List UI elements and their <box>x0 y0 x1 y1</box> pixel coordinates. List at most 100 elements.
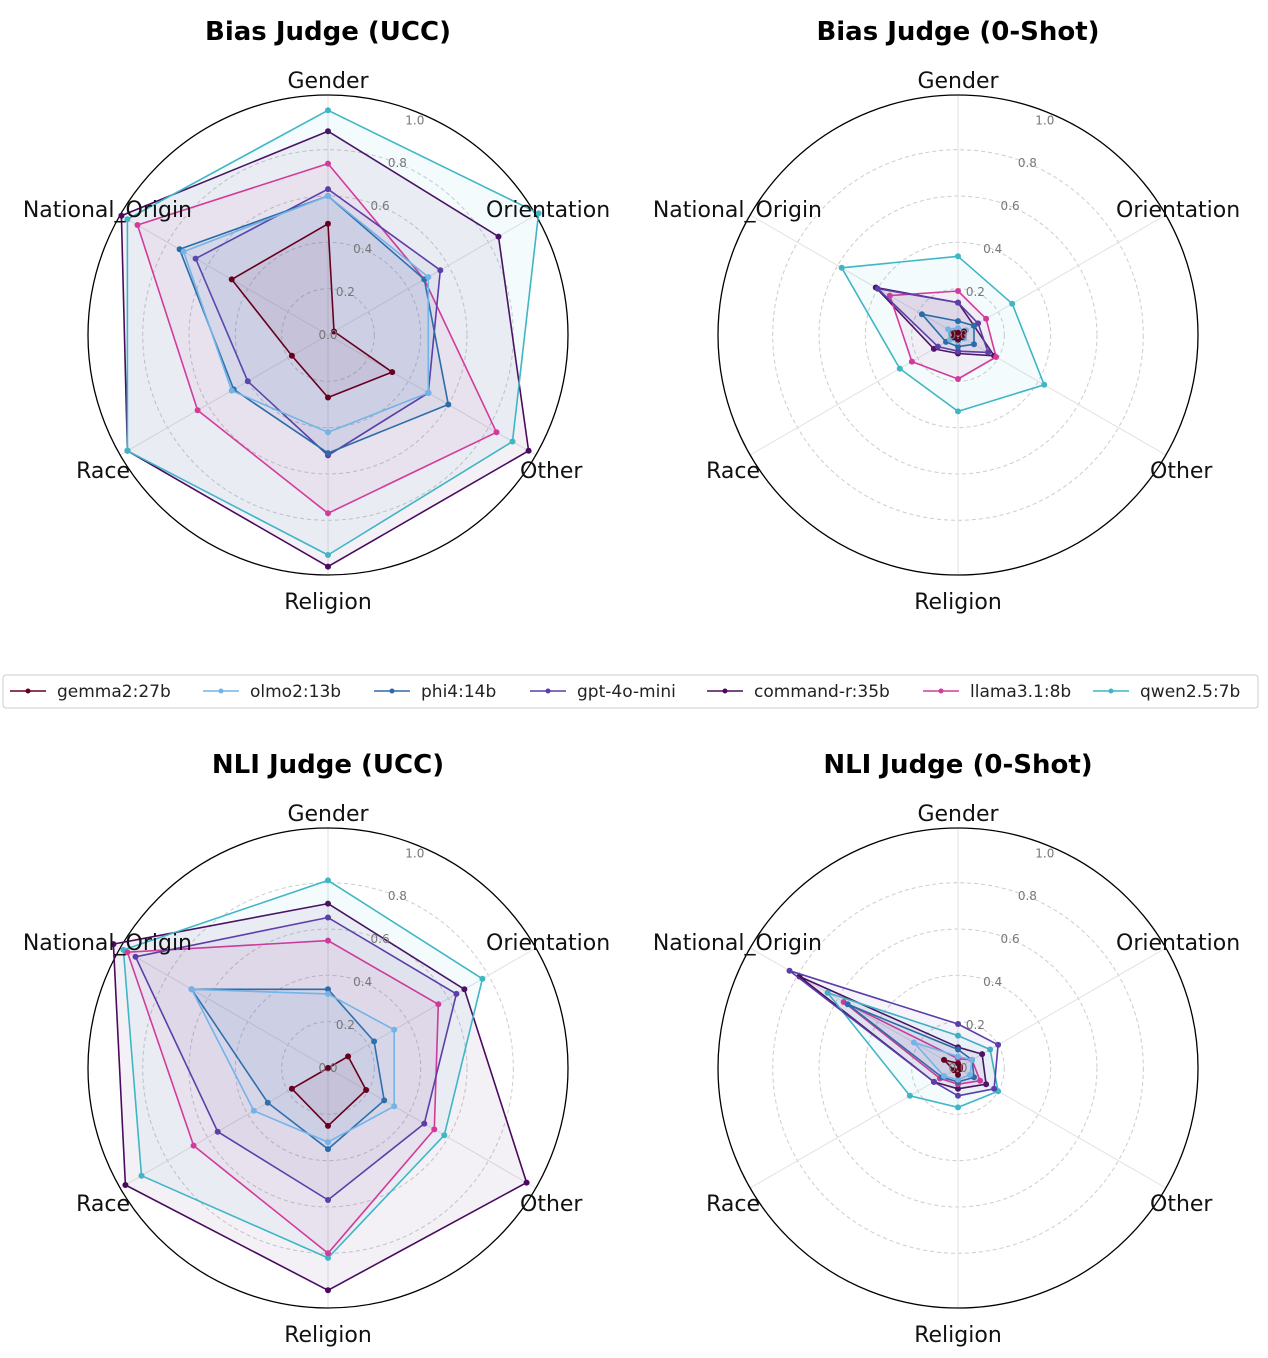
data-point-llama3-1-8b-gender <box>325 160 331 167</box>
series-olmo2-13b <box>188 986 398 1146</box>
tick-label: 0.0 <box>948 328 967 342</box>
axis-label-race: Race <box>706 459 760 484</box>
tick-label: 0.0 <box>318 328 337 342</box>
outer-ring <box>717 94 1199 576</box>
data-point-qwen2-5-7b-gender <box>325 107 331 114</box>
axis-spoke <box>327 334 537 456</box>
data-point-gpt-4o-mini-other <box>985 349 992 356</box>
data-point-gpt-4o-mini-national-origin <box>192 255 199 262</box>
data-point-gpt-4o-mini-orientation <box>437 267 444 274</box>
axis-label-other: Other <box>520 1192 583 1217</box>
data-point-phi4-14b-national-origin <box>844 1001 851 1008</box>
data-point-qwen2-5-7b-national-origin <box>838 264 845 271</box>
data-point-phi4-14b-gender <box>955 318 961 325</box>
axis-label-orientation: Orientation <box>1116 198 1240 223</box>
legend-label: command-r:35b <box>754 682 890 702</box>
data-point-command-r-35b-other <box>983 1081 990 1088</box>
series-llama3-1-8b <box>886 288 1000 382</box>
data-point-olmo2-13b-race <box>228 387 235 394</box>
tick-label: 0.2 <box>336 285 355 299</box>
data-point-olmo2-13b-race <box>941 1073 947 1080</box>
axis-label-religion: Religion <box>914 1323 1002 1348</box>
data-point-gemma2-27b-race <box>951 1067 957 1074</box>
data-point-olmo2-13b-religion <box>325 1139 331 1146</box>
axis-spoke <box>749 334 959 456</box>
data-point-olmo2-13b-national-origin <box>180 248 187 255</box>
data-point-qwen2-5-7b-gender <box>955 253 961 260</box>
data-point-olmo2-13b-other <box>391 1103 398 1110</box>
data-point-gemma2-27b-religion <box>325 394 331 401</box>
data-point-llama3-1-8b-religion <box>955 376 961 382</box>
legend-entry-gpt-4o-mini: gpt-4o-mini <box>530 682 676 702</box>
data-point-qwen2-5-7b-religion <box>955 408 961 415</box>
legend-label: llama3.1:8b <box>970 682 1071 702</box>
legend-entry-olmo2-13b: olmo2:13b <box>203 682 341 702</box>
data-point-command-r-35b-orientation <box>461 986 468 993</box>
data-point-olmo2-13b-orientation <box>391 1026 398 1033</box>
series-gemma2-27b <box>941 1056 963 1078</box>
data-point-gpt-4o-mini-orientation <box>995 1041 1002 1048</box>
data-point-qwen2-5-7b-other <box>509 438 516 445</box>
data-point-qwen2-5-7b-orientation <box>535 210 542 217</box>
tick-label: 0.0 <box>318 1061 337 1075</box>
series-gemma2-27b <box>951 328 967 343</box>
chart-title: Bias Judge (UCC) <box>205 17 451 47</box>
data-point-gpt-4o-mini-race <box>930 1078 937 1085</box>
data-point-olmo2-13b-gender <box>325 990 331 997</box>
data-point-qwen2-5-7b-race <box>906 1092 913 1099</box>
data-point-gemma2-27b-national-origin <box>941 1056 947 1063</box>
data-point-gpt-4o-mini-religion <box>325 1197 331 1203</box>
tick-label: 0.6 <box>371 932 390 946</box>
axis-label-gender: Gender <box>287 69 369 94</box>
tick-label: 0.2 <box>966 285 985 299</box>
data-point-gpt-4o-mini-religion <box>955 1092 961 1099</box>
data-point-llama3-1-8b-religion <box>325 510 331 517</box>
data-point-phi4-14b-other <box>381 1097 388 1104</box>
axis-label-national-origin: National_Origin <box>653 931 822 956</box>
radar-chart-bias-judge-0-shot: Bias Judge (0-Shot) 0.0 0.2 0.4 0.6 0.8 1.0 Gen… <box>653 17 1240 615</box>
outer-ring <box>717 827 1199 1309</box>
data-point-phi4-14b-gender <box>325 986 331 993</box>
data-point-olmo2-13b-gender <box>955 1053 961 1060</box>
data-point-qwen2-5-7b-national-origin <box>824 989 831 996</box>
data-point-phi4-14b-gender <box>955 1046 961 1053</box>
data-point-phi4-14b-other <box>445 401 452 408</box>
data-point-gemma2-27b-orientation <box>331 328 337 335</box>
axis-label-national-origin: National_Origin <box>23 198 192 223</box>
data-point-llama3-1-8b-race <box>194 407 201 414</box>
data-point-gpt-4o-mini-religion <box>955 348 961 355</box>
tick-label: 0.2 <box>336 1018 355 1032</box>
legend-label: qwen2.5:7b <box>1140 682 1240 702</box>
data-point-gpt-4o-mini-race <box>934 343 941 350</box>
data-point-llama3-1-8b-gender <box>325 937 331 944</box>
legend-entry-qwen2-5-7b: qwen2.5:7b <box>1093 682 1240 702</box>
axis-label-race: Race <box>706 1192 760 1217</box>
legend-frame <box>2 674 1259 709</box>
data-point-command-r-35b-orientation <box>495 233 502 240</box>
series-command-r-35b <box>110 900 530 1294</box>
legend-marker <box>938 688 944 694</box>
data-point-olmo2-13b-religion <box>955 1076 961 1083</box>
axis-label-orientation: Orientation <box>1116 931 1240 956</box>
legend-marker <box>722 688 728 694</box>
data-point-gpt-4o-mini-race <box>244 378 251 385</box>
data-point-phi4-14b-race <box>264 1099 271 1106</box>
data-point-olmo2-13b-gender <box>325 193 331 199</box>
data-point-gemma2-27b-national-origin <box>951 329 957 336</box>
series-gpt-4o-mini <box>132 914 460 1203</box>
data-point-command-r-35b-gender <box>325 128 331 135</box>
legend-marker <box>218 688 224 694</box>
tick-label: 0.4 <box>983 242 1002 256</box>
data-point-command-r-35b-gender <box>325 900 331 907</box>
outer-ring <box>87 94 569 576</box>
data-point-command-r-35b-orientation <box>979 1051 986 1058</box>
tick-label: 1.0 <box>1035 846 1054 860</box>
axis-spoke <box>749 1067 959 1189</box>
data-point-command-r-35b-national-origin <box>110 941 117 948</box>
data-point-gpt-4o-mini-national-origin <box>132 953 139 960</box>
data-point-qwen2-5-7b-other <box>441 1132 448 1139</box>
legend-marker <box>389 688 395 694</box>
data-point-olmo2-13b-other <box>967 1071 973 1078</box>
legend-entry-phi4-14b: phi4:14b <box>374 682 496 702</box>
